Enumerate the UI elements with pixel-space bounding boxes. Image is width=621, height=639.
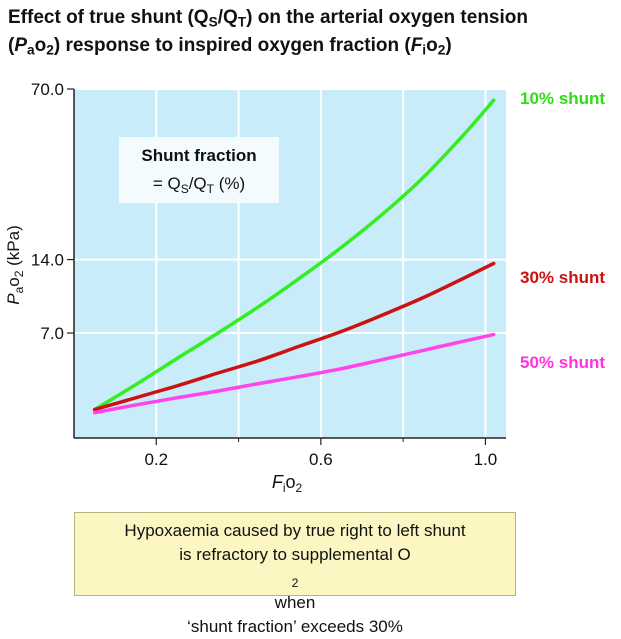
y-tick-label: 14.0	[31, 251, 64, 270]
series-line-10-shunt	[92, 98, 496, 412]
series-lines	[92, 98, 496, 415]
x-tick-label: 1.0	[474, 450, 498, 469]
shunt-fraction-heading: Shunt fraction	[141, 146, 256, 165]
callout-line-1: Hypoxaemia caused by true right to left …	[124, 521, 466, 540]
title-text: Effect of true shunt (Q	[8, 7, 209, 28]
title-text: o	[34, 35, 47, 56]
callout-line-2: is refractory to supplemental O 2 when	[75, 543, 515, 615]
title-text: ) response to inspired oxygen fraction (	[53, 35, 411, 56]
title-sub: T	[237, 14, 247, 30]
callout-sub: 2	[291, 576, 299, 591]
title-sub: a	[27, 42, 35, 58]
series-label: 50% shunt	[520, 353, 605, 372]
title-sub: S	[208, 14, 218, 30]
title-line-2: (Pao2) response to inspired oxygen fract…	[8, 32, 613, 60]
title-sub: 2	[46, 42, 54, 58]
y-axis-label: Pao2 (kPa)	[4, 225, 26, 305]
x-axis-label: Fio2	[272, 472, 303, 495]
callout-text: is refractory to supplemental O	[179, 545, 411, 564]
callout-line-3: ‘shunt fraction’ exceeds 30%	[187, 617, 403, 636]
shunt-fraction-formula: = QS/QT (%)	[153, 174, 245, 196]
title-text: o	[426, 35, 438, 56]
series-line-50-shunt	[92, 332, 496, 415]
title-text: P	[14, 35, 28, 56]
series-line-30-shunt	[92, 261, 496, 412]
axes	[67, 88, 506, 445]
callout-text: when	[274, 593, 316, 612]
title-text: )	[445, 35, 452, 56]
y-tick-label: 70.0	[31, 80, 64, 99]
title-text: F	[410, 35, 423, 56]
callout-box: Hypoxaemia caused by true right to left …	[74, 512, 516, 636]
series-labels: 10% shunt 30% shunt 50% shunt	[520, 89, 605, 372]
x-tick-label: 0.6	[309, 450, 333, 469]
chart-title: Effect of true shunt (QS/QT) on the arte…	[8, 4, 613, 60]
title-text: (	[8, 35, 15, 56]
title-text: ) on the arterial oxygen tension	[246, 7, 528, 28]
tick-labels: 0.2 0.6 1.0 7.0 14.0 70.0	[31, 80, 497, 469]
title-sub: i	[422, 42, 427, 58]
title-sub: 2	[437, 42, 446, 58]
title-text: /Q	[217, 7, 238, 28]
series-label: 10% shunt	[520, 89, 605, 108]
chart-svg: 0.2 0.6 1.0 7.0 14.0 70.0 10% shunt 30% shunt 5…	[4, 80, 605, 495]
x-tick-label: 0.2	[144, 450, 168, 469]
y-tick-label: 7.0	[40, 324, 64, 343]
series-label: 30% shunt	[520, 268, 605, 287]
title-line-1: Effect of true shunt (QS/QT) on the arte…	[8, 4, 613, 32]
shunt-fraction-box: Shunt fraction = QS/QT (%)	[119, 137, 279, 203]
